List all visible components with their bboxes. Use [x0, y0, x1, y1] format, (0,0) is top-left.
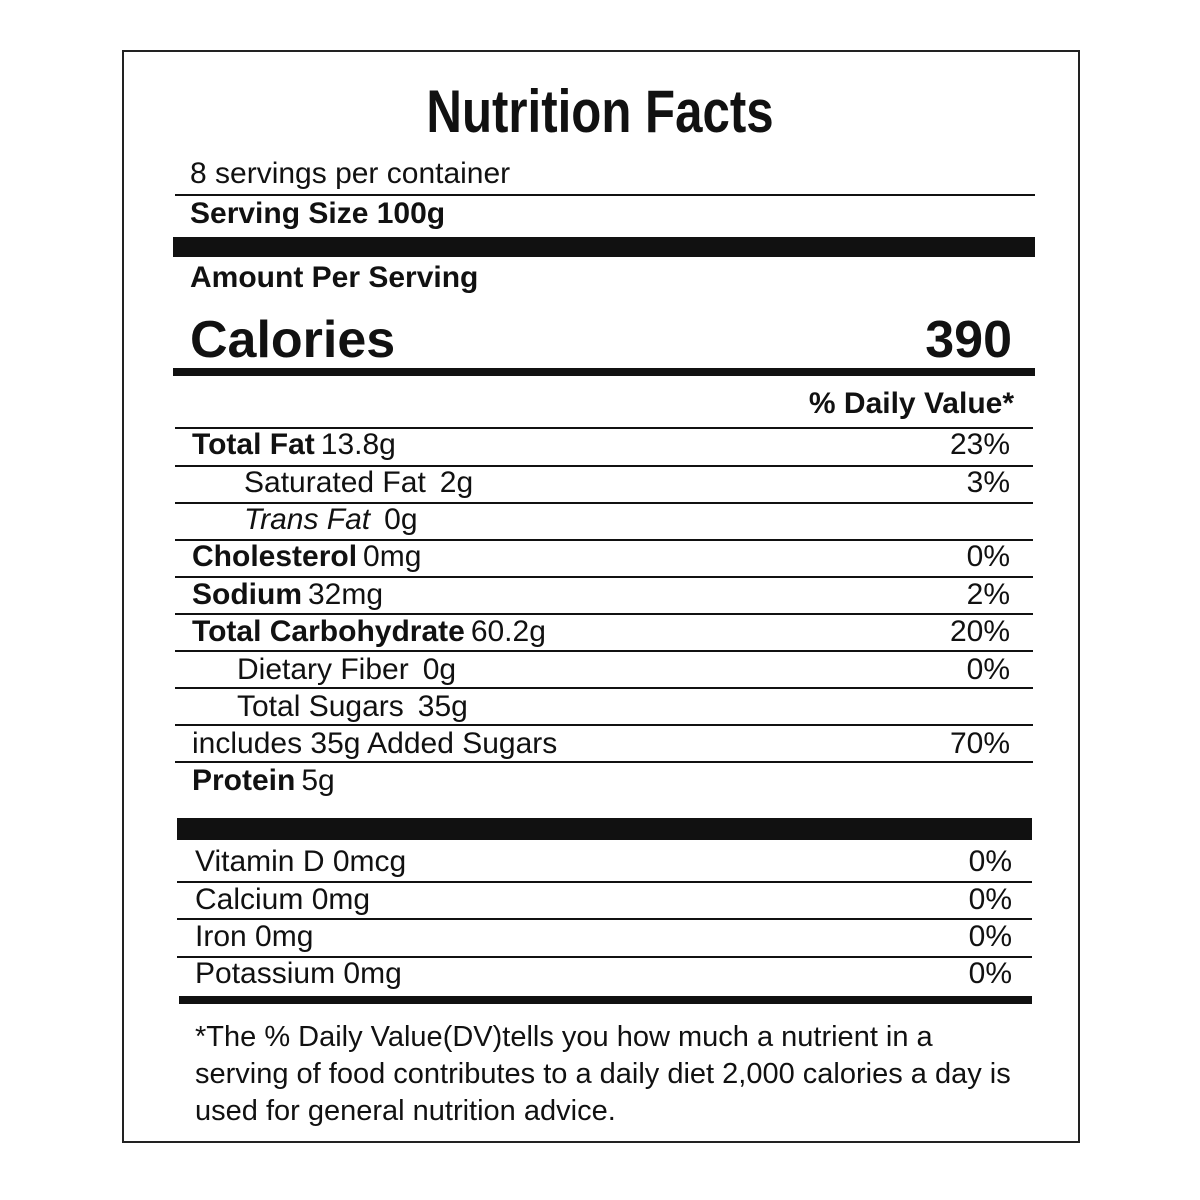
nutrient-amount: 0mg [363, 540, 422, 573]
vitamin-name: Vitamin D 0mcg [195, 845, 407, 878]
nutrient-name: Total Carbohydrate [192, 615, 465, 648]
nutrient-row: Total Fat 13.8g [192, 430, 396, 460]
nutrient-daily-value: 23% [949, 428, 1010, 461]
vitamin-name: Calcium 0mg [195, 883, 371, 916]
nutrient-amount: 60.2g [470, 615, 546, 648]
divider [175, 465, 1033, 467]
nutrient-amount: 2g [439, 466, 474, 499]
nutrient-name: Trans Fat [244, 503, 371, 536]
nutrient-name: Total Sugars [237, 690, 404, 723]
divider [175, 194, 1035, 196]
nutrient-name: Saturated Fat [244, 466, 426, 499]
nutrient-row: Sodium 32mg [192, 580, 383, 610]
nutrient-amount: 32mg [308, 578, 384, 611]
divider [175, 613, 1033, 615]
vitamin-daily-value: 0% [968, 845, 1012, 878]
nutrient-daily-value: 70% [949, 727, 1010, 760]
divider [175, 687, 1033, 689]
divider [177, 918, 1032, 920]
divider [175, 539, 1033, 541]
footnote: *The % Daily Value(DV)tells you how much… [195, 1021, 1011, 1127]
divider [175, 650, 1033, 652]
servings-per-container: 8 servings per container [190, 157, 511, 190]
nutrient-row: Trans Fat 0g [244, 505, 418, 535]
nutrient-row: Total Sugars 35g [237, 692, 468, 722]
nutrient-row: Dietary Fiber 0g [237, 655, 456, 685]
nutrient-amount: 13.8g [320, 428, 396, 461]
divider [175, 576, 1033, 578]
nutrient-name: Dietary Fiber [237, 653, 409, 686]
nutrient-name: Total Fat [192, 428, 315, 461]
nutrient-daily-value: 2% [966, 578, 1010, 611]
thick-bar [173, 237, 1035, 257]
nutrient-amount: 0g [384, 503, 418, 536]
nutrient-name: Protein [192, 764, 296, 797]
vitamin-name: Potassium 0mg [195, 957, 402, 990]
nutrient-amount: 5g [301, 764, 335, 797]
nutrient-amount: 0g [422, 653, 457, 686]
divider [175, 427, 1033, 429]
divider [177, 956, 1032, 958]
thick-bar [179, 996, 1032, 1004]
calories-value: 390 [925, 311, 1012, 369]
nutrient-row: includes 35g Added Sugars [192, 729, 557, 759]
nutrient-row: Saturated Fat 2g [244, 468, 473, 498]
nutrient-name: includes 35g Added Sugars [192, 727, 558, 760]
nutrient-daily-value: 20% [949, 615, 1010, 648]
nutrient-row: Total Carbohydrate 60.2g [192, 617, 546, 647]
label-title: Nutrition Facts [426, 78, 774, 145]
vitamin-daily-value: 0% [968, 883, 1012, 916]
divider [177, 881, 1032, 883]
amount-per-serving: Amount Per Serving [190, 261, 479, 294]
divider [175, 502, 1033, 504]
serving-size: Serving Size 100g [190, 197, 446, 230]
divider [175, 724, 1033, 726]
nutrient-amount: 35g [417, 690, 468, 723]
nutrient-daily-value: 0% [966, 653, 1010, 686]
vitamin-name: Iron 0mg [195, 920, 314, 953]
nutrient-daily-value: 0% [966, 540, 1010, 573]
nutrient-row: Cholesterol 0mg [192, 542, 421, 572]
vitamin-daily-value: 0% [968, 920, 1012, 953]
nutrient-daily-value: 3% [966, 466, 1010, 499]
nutrient-name: Sodium [192, 578, 302, 611]
thick-bar [173, 368, 1035, 376]
daily-value-header: % Daily Value* [808, 387, 1014, 420]
divider [175, 761, 1033, 763]
thick-bar [177, 818, 1032, 840]
label-border [122, 50, 1080, 1143]
vitamin-daily-value: 0% [968, 957, 1012, 990]
nutrient-row: Protein 5g [192, 766, 335, 796]
calories-label: Calories [190, 311, 396, 369]
nutrient-name: Cholesterol [192, 540, 358, 573]
